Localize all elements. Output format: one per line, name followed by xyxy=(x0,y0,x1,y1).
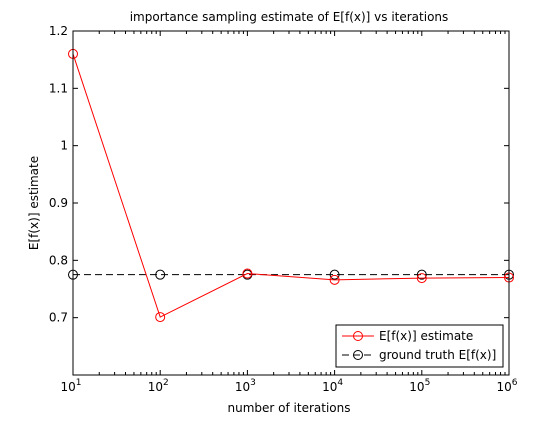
legend-label: ground truth E[f(x)] xyxy=(379,348,496,362)
data-point-marker xyxy=(329,274,340,285)
x-tick-label: 102 xyxy=(148,378,169,394)
data-point-marker xyxy=(155,312,166,323)
x-tick-exponent: 2 xyxy=(163,378,169,388)
y-tick-label: 1.2 xyxy=(49,24,68,38)
y-tick-label: 0.9 xyxy=(49,196,68,210)
x-axis-label: number of iterations xyxy=(228,401,351,415)
legend-marker xyxy=(353,331,363,341)
x-tick-exponent: 1 xyxy=(76,378,82,388)
y-tick-label: 1 xyxy=(60,139,68,153)
data-point-marker xyxy=(329,269,340,280)
x-tick-exponent: 5 xyxy=(425,378,431,388)
x-tick-label: 106 xyxy=(496,378,517,394)
x-tick-exponent: 3 xyxy=(250,378,256,388)
x-tick-exponent: 6 xyxy=(512,378,518,388)
x-tick-label: 105 xyxy=(409,378,430,394)
y-tick-label: 0.7 xyxy=(49,311,68,325)
data-point-marker xyxy=(155,269,166,280)
x-tick-exponent: 4 xyxy=(337,378,343,388)
data-point-marker xyxy=(416,273,427,284)
x-tick-label: 101 xyxy=(60,378,81,394)
data-point-marker xyxy=(242,268,253,279)
x-tick-label: 104 xyxy=(322,378,343,394)
y-axis-label: E[f(x)] estimate xyxy=(27,156,41,250)
legend-entry: E[f(x)] estimate xyxy=(342,329,473,343)
y-tick-label: 0.8 xyxy=(49,253,68,267)
legend-box xyxy=(335,324,504,368)
legend: E[f(x)] estimate ground truth E[f(x)] xyxy=(335,324,504,368)
plot-area xyxy=(73,31,509,375)
x-tick-label: 103 xyxy=(235,378,256,394)
plot-frame xyxy=(72,30,510,376)
data-point-marker xyxy=(416,269,427,280)
series-line xyxy=(72,53,510,318)
axis-ticks: 101 102 103 104 105 106 0.7 0.8 0.9 1 1.1 1.2 xyxy=(49,24,518,394)
chart-title: importance sampling estimate of E[f(x)] … xyxy=(130,10,449,24)
legend-entry: ground truth E[f(x)] xyxy=(342,348,496,362)
legend-marker xyxy=(353,350,363,360)
legend-label: E[f(x)] estimate xyxy=(379,329,473,343)
y-tick-label: 1.1 xyxy=(49,81,68,95)
